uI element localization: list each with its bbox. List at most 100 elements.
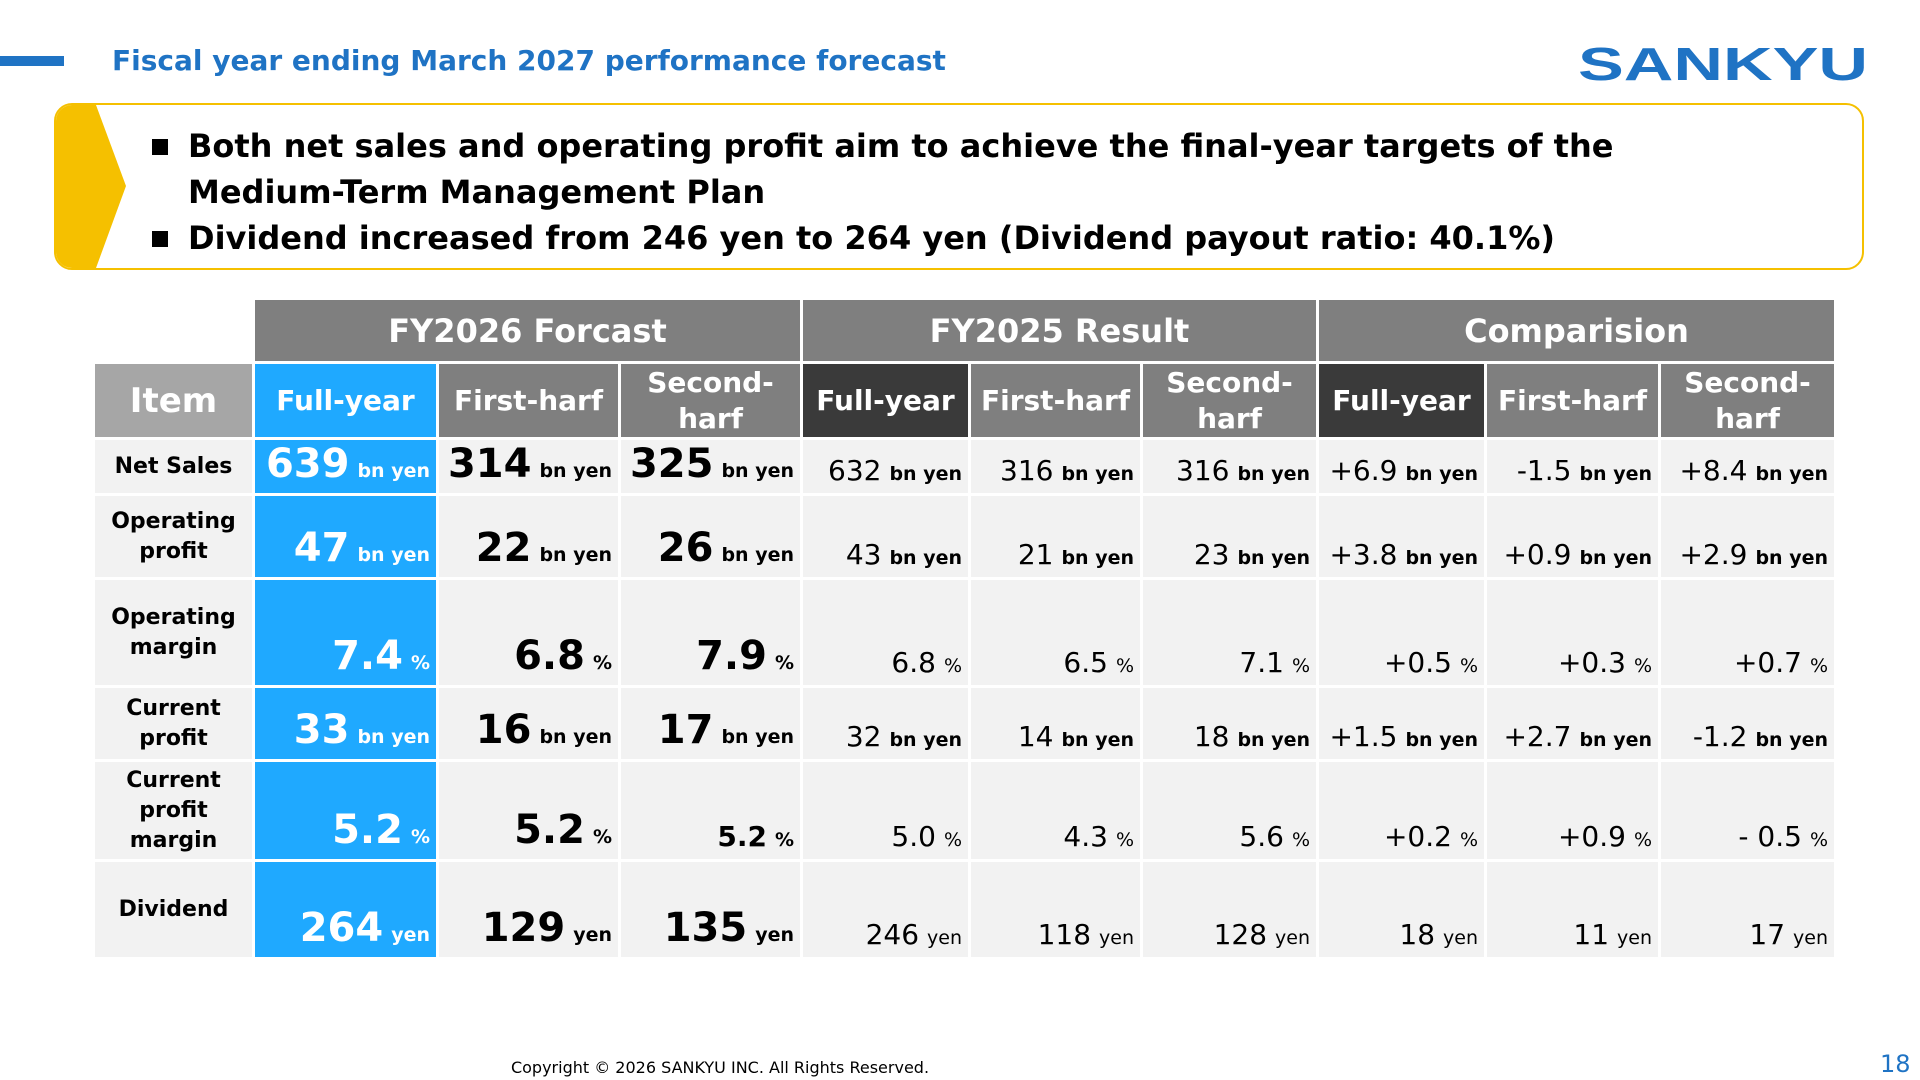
- cell-unit: bn yen: [1579, 729, 1652, 751]
- cell-value: 11: [1573, 918, 1610, 951]
- cell-unit: yen: [755, 924, 794, 946]
- cell-value: 7.1: [1239, 646, 1284, 679]
- cell-value: 5.2: [514, 807, 585, 853]
- forecast-table: FY2026 Forcast FY2025 Result Comparision…: [92, 297, 1837, 960]
- cell-value: 264: [299, 905, 384, 951]
- result-cell: 5.0%: [800, 759, 971, 862]
- cell-value: 5.0: [891, 820, 936, 853]
- cell-value: 18: [1193, 720, 1230, 753]
- cell-unit: bn yen: [1405, 463, 1478, 485]
- cell-value: +3.8: [1329, 538, 1398, 571]
- forecast-full-year-cell: 5.2%: [252, 759, 439, 862]
- cell-unit: yen: [1099, 927, 1134, 949]
- page-number: 18: [1880, 1050, 1911, 1078]
- cell-value: 16: [475, 707, 532, 753]
- cell-unit: %: [943, 829, 962, 851]
- comparison-cell: +0.5%: [1316, 577, 1487, 688]
- cell-unit: bn yen: [357, 544, 430, 566]
- cell-unit: yen: [1443, 927, 1478, 949]
- table-row: Dividend 264 yen 129 yen 135 yen 246 yen 118 yen 12…: [92, 859, 1837, 960]
- row-label: Dividend: [92, 859, 255, 960]
- summary-item-text: Dividend increased from 246 yen to 264 y…: [188, 219, 1556, 257]
- cell-value: 6.8: [514, 633, 585, 679]
- cell-unit: bn yen: [1237, 729, 1310, 751]
- column-header-row: Item Full-year First-harf Second-harf Fu…: [92, 361, 1837, 440]
- forecast-full-year-cell: 33 bn yen: [252, 685, 439, 762]
- column-header: Second-harf: [1658, 361, 1837, 440]
- cell-unit: bn yen: [1579, 547, 1652, 569]
- forecast-half-cell: 16 bn yen: [436, 685, 621, 762]
- row-label: Current profit: [92, 685, 255, 762]
- page-title: Fiscal year ending March 2027 performanc…: [112, 44, 946, 77]
- cell-unit: bn yen: [1061, 547, 1134, 569]
- result-cell: 21 bn yen: [968, 493, 1143, 580]
- cell-unit: bn yen: [889, 463, 962, 485]
- cell-value: 5.2: [332, 807, 403, 853]
- cell-unit: %: [410, 826, 430, 848]
- result-cell: 6.5%: [968, 577, 1143, 688]
- cell-value: 128: [1213, 918, 1268, 951]
- comparison-cell: -1.5 bn yen: [1484, 437, 1661, 496]
- cell-value: 246: [865, 918, 920, 951]
- blank-corner: [92, 297, 255, 364]
- forecast-full-year-cell: 264 yen: [252, 859, 439, 960]
- cell-value: 17: [657, 707, 714, 753]
- cell-value: +0.9: [1503, 538, 1572, 571]
- cell-unit: bn yen: [1237, 463, 1310, 485]
- cell-value: 129: [481, 905, 566, 951]
- cell-unit: yen: [391, 924, 430, 946]
- cell-unit: bn yen: [1061, 463, 1134, 485]
- cell-value: 118: [1037, 918, 1092, 951]
- result-cell: 632 bn yen: [800, 437, 971, 496]
- comparison-cell: +2.7 bn yen: [1484, 685, 1661, 762]
- column-header: First-harf: [968, 361, 1143, 440]
- cell-unit: bn yen: [1237, 547, 1310, 569]
- column-header: Full-year: [1316, 361, 1487, 440]
- comparison-cell: - 0.5%: [1658, 759, 1837, 862]
- comparison-cell: 18 yen: [1316, 859, 1487, 960]
- result-cell: 316 bn yen: [1140, 437, 1319, 496]
- column-header: First-harf: [436, 361, 621, 440]
- result-cell: 14 bn yen: [968, 685, 1143, 762]
- comparison-cell: +8.4 bn yen: [1658, 437, 1837, 496]
- comparison-cell: +0.7%: [1658, 577, 1837, 688]
- summary-box: Both net sales and operating profit aim …: [54, 103, 1864, 270]
- cell-unit: %: [1291, 829, 1310, 851]
- cell-value: 21: [1017, 538, 1054, 571]
- cell-unit: bn yen: [1405, 547, 1478, 569]
- cell-unit: bn yen: [1755, 729, 1828, 751]
- column-header: First-harf: [1484, 361, 1661, 440]
- cell-value: 32: [845, 720, 882, 753]
- summary-list: Both net sales and operating profit aim …: [152, 123, 1688, 261]
- cell-unit: %: [1809, 655, 1828, 677]
- result-cell: 32 bn yen: [800, 685, 971, 762]
- cell-value: 632: [828, 454, 882, 487]
- cell-value: 316: [1000, 454, 1054, 487]
- forecast-half-cell: 26 bn yen: [618, 493, 803, 580]
- cell-value: +8.4: [1679, 454, 1748, 487]
- cell-unit: %: [774, 652, 794, 674]
- table-row: Current profit margin 5.2% 5.2% 5.2% 5.0% 4.3…: [92, 759, 1837, 862]
- cell-unit: yen: [1275, 927, 1310, 949]
- cell-unit: %: [592, 826, 612, 848]
- cell-value: -1.5: [1516, 454, 1572, 487]
- comparison-cell: 17 yen: [1658, 859, 1837, 960]
- square-bullet-icon: [152, 139, 168, 155]
- table-row: Net Sales 639 bn yen 314 bn yen 325 bn yen 632 b…: [92, 437, 1837, 496]
- logo-graphic: SANKYU: [1578, 40, 1868, 88]
- cell-value: 47: [293, 525, 350, 571]
- cell-value: 33: [293, 707, 350, 753]
- cell-unit: yen: [927, 927, 962, 949]
- result-cell: 43 bn yen: [800, 493, 971, 580]
- forecast-full-year-cell: 639 bn yen: [252, 437, 439, 496]
- comparison-cell: 11 yen: [1484, 859, 1661, 960]
- comparison-cell: -1.2 bn yen: [1658, 685, 1837, 762]
- square-bullet-icon: [152, 231, 168, 247]
- cell-value: +6.9: [1329, 454, 1398, 487]
- cell-value: 5.6: [1239, 820, 1284, 853]
- forecast-half-cell: 5.2%: [436, 759, 621, 862]
- cell-value: 7.4: [332, 633, 403, 679]
- result-cell: 6.8%: [800, 577, 971, 688]
- column-header: Second-harf: [1140, 361, 1319, 440]
- column-header: Full-year: [252, 361, 439, 440]
